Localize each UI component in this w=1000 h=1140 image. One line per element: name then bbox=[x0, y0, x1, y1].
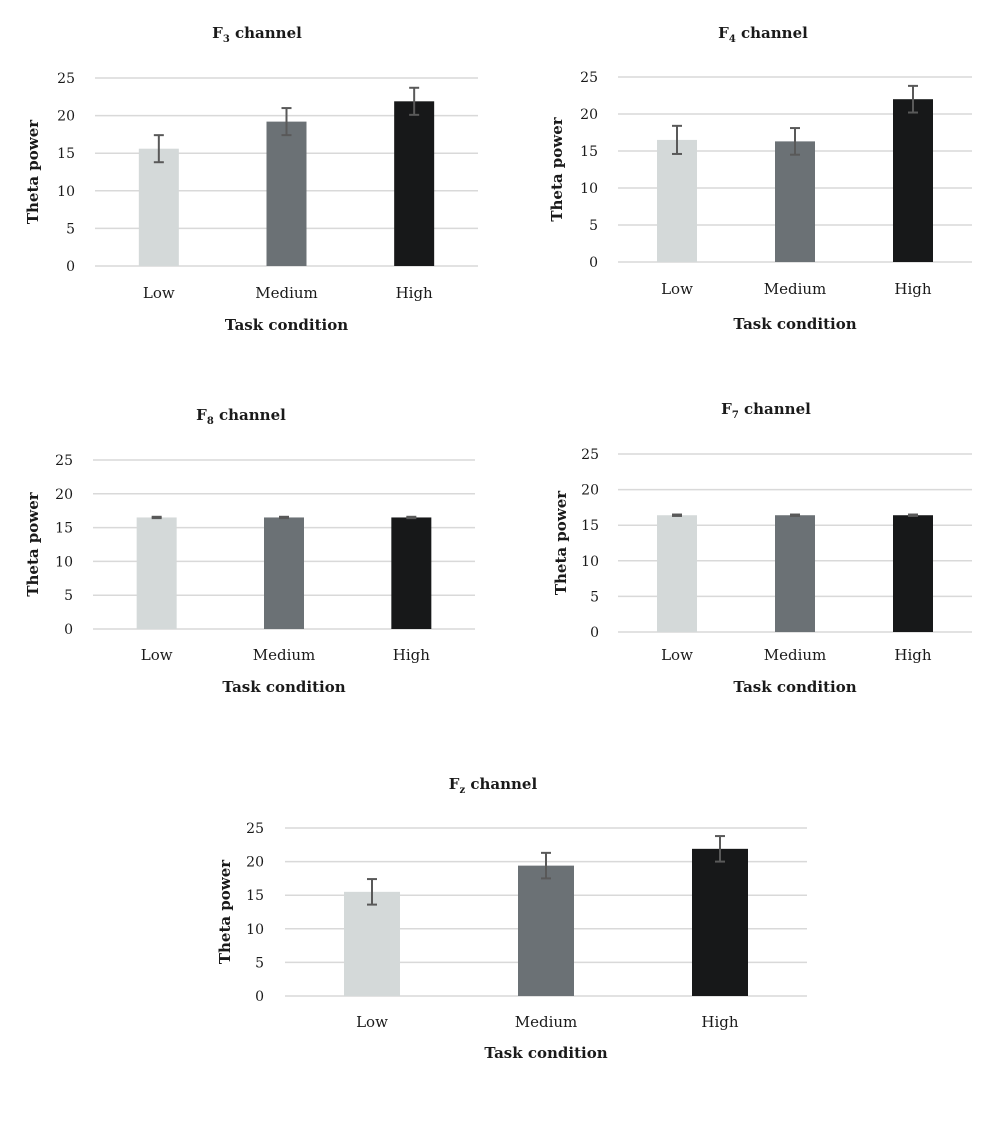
bar-medium bbox=[518, 865, 574, 996]
y-tick-label: 5 bbox=[255, 955, 264, 971]
y-tick-label: 20 bbox=[580, 107, 598, 123]
y-axis-title: Theta power bbox=[24, 491, 42, 596]
chart-title: F8 channel bbox=[196, 406, 286, 427]
error-bar-high bbox=[715, 835, 725, 863]
y-tick-label: 0 bbox=[255, 989, 264, 1005]
x-tick-label: Medium bbox=[764, 646, 827, 664]
error-bar-low bbox=[672, 124, 682, 155]
y-tick-label: 10 bbox=[246, 922, 264, 938]
y-tick-label: 0 bbox=[64, 622, 73, 638]
error-bar-low bbox=[672, 513, 682, 517]
y-tick-label: 5 bbox=[66, 221, 75, 237]
bar-low bbox=[138, 148, 179, 266]
bar-medium bbox=[775, 515, 815, 632]
y-tick-label: 15 bbox=[57, 146, 75, 162]
chart-f3: 0 5 10 15 20 25 Low Medium High F3 channel Thet… bbox=[24, 24, 478, 334]
error-bar-medium bbox=[541, 851, 551, 880]
chart-fz: 0 5 10 15 20 25 Low Medium High Fz channel Thet… bbox=[216, 775, 807, 1062]
y-tick-label: 20 bbox=[581, 483, 599, 499]
x-tick-label: Low bbox=[661, 646, 693, 664]
x-tick-label: High bbox=[396, 284, 433, 302]
y-axis-title: Theta power bbox=[216, 859, 234, 964]
bar-high bbox=[391, 517, 432, 629]
x-tick-label: Medium bbox=[253, 646, 316, 664]
x-tick-label: Medium bbox=[255, 284, 318, 302]
error-bar-medium bbox=[790, 513, 800, 517]
bar-low bbox=[657, 515, 697, 632]
error-bar-high bbox=[409, 86, 420, 116]
y-tick-label: 25 bbox=[580, 70, 598, 86]
x-axis-title: Task condition bbox=[225, 316, 348, 334]
y-tick-label: 0 bbox=[590, 625, 599, 641]
error-bar-medium bbox=[279, 515, 289, 520]
y-tick-label: 25 bbox=[57, 71, 75, 87]
bar-medium bbox=[264, 517, 304, 629]
bar-medium bbox=[775, 141, 815, 262]
bar-high bbox=[394, 101, 435, 266]
error-bar-low bbox=[151, 515, 162, 520]
x-tick-label: High bbox=[894, 646, 931, 664]
x-tick-label: Low bbox=[143, 284, 175, 302]
y-tick-label: 10 bbox=[55, 554, 73, 570]
y-tick-label: 5 bbox=[590, 589, 599, 605]
chart-title: F3 channel bbox=[212, 24, 302, 45]
x-tick-label: High bbox=[701, 1013, 738, 1031]
chart-title: Fz channel bbox=[449, 775, 538, 796]
chart-title: F4 channel bbox=[718, 24, 808, 45]
y-tick-label: 10 bbox=[581, 554, 599, 570]
bar-high bbox=[692, 848, 748, 996]
y-tick-label: 15 bbox=[580, 144, 598, 160]
y-tick-label: 10 bbox=[57, 184, 75, 200]
y-tick-label: 5 bbox=[589, 218, 598, 234]
y-tick-label: 5 bbox=[64, 588, 73, 604]
y-tick-label: 15 bbox=[246, 888, 264, 904]
y-axis-title: Theta power bbox=[24, 119, 42, 224]
bar-low bbox=[136, 517, 177, 629]
x-tick-label: Low bbox=[661, 280, 693, 298]
y-axis-title: Theta power bbox=[552, 490, 570, 595]
x-axis-title: Task condition bbox=[222, 678, 345, 696]
error-bar-medium bbox=[790, 127, 800, 156]
y-tick-label: 0 bbox=[66, 259, 75, 275]
y-tick-label: 15 bbox=[581, 518, 599, 534]
x-axis-title: Task condition bbox=[484, 1044, 607, 1062]
x-tick-label: High bbox=[894, 280, 931, 298]
y-tick-label: 20 bbox=[246, 855, 264, 871]
y-axis-title: Theta power bbox=[548, 116, 566, 221]
y-tick-label: 20 bbox=[57, 109, 75, 125]
error-bar-high bbox=[908, 84, 918, 114]
y-tick-label: 10 bbox=[580, 181, 598, 197]
chart-f4: 0 5 10 15 20 25 Low Medium High F4 channel Thet… bbox=[548, 24, 972, 333]
bar-low bbox=[344, 891, 400, 996]
x-axis-title: Task condition bbox=[733, 315, 856, 333]
error-bar-low bbox=[367, 878, 377, 906]
x-tick-label: High bbox=[393, 646, 430, 664]
y-tick-label: 0 bbox=[589, 255, 598, 271]
y-tick-label: 15 bbox=[55, 521, 73, 537]
x-axis-title: Task condition bbox=[733, 678, 856, 696]
error-bar-high bbox=[908, 513, 918, 517]
error-bar-low bbox=[153, 134, 164, 164]
bar-low bbox=[657, 139, 697, 262]
chart-title: F7 channel bbox=[721, 400, 811, 421]
chart-f7: 0 5 10 15 20 25 Low Medium High F7 channel Thet… bbox=[552, 400, 972, 696]
x-tick-label: Low bbox=[356, 1013, 388, 1031]
bar-medium bbox=[266, 121, 307, 266]
y-tick-label: 25 bbox=[581, 447, 599, 463]
y-tick-label: 25 bbox=[246, 821, 264, 837]
bar-high bbox=[893, 99, 933, 262]
error-bar-medium bbox=[281, 107, 292, 137]
x-tick-label: Medium bbox=[764, 280, 827, 298]
error-bar-high bbox=[406, 515, 417, 520]
chart-f8: 0 5 10 15 20 25 Low Medium High F8 channel Thet… bbox=[24, 406, 475, 696]
bar-high bbox=[893, 515, 933, 632]
y-tick-label: 25 bbox=[55, 453, 73, 469]
y-tick-label: 20 bbox=[55, 487, 73, 503]
x-tick-label: Medium bbox=[515, 1013, 578, 1031]
x-tick-label: Low bbox=[141, 646, 173, 664]
